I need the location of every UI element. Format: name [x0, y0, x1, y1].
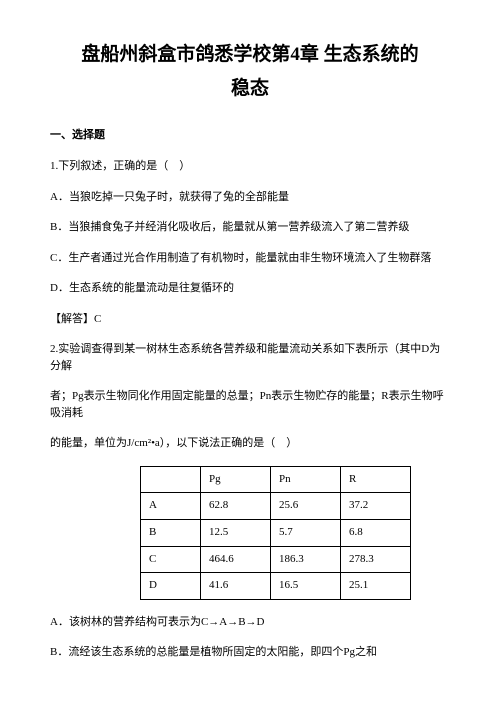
table-cell: 16.5 [271, 573, 341, 600]
q1-option-d: D．生态系统的能量流动是往复循环的 [50, 280, 450, 297]
q1-option-a: A．当狼吃掉一只兔子时，就获得了兔的全部能量 [50, 189, 450, 206]
q2-stem-line3: 的能量，单位为J/cm²•a），以下说法正确的是（ ） [50, 435, 450, 452]
table-cell: 464.6 [201, 546, 271, 573]
table-cell: C [141, 546, 201, 573]
q2-option-b: B．流经该生态系统的总能量是植物所固定的太阳能，即四个Pg之和 [50, 644, 450, 661]
table-cell: 25.1 [341, 573, 411, 600]
q2-option-a: A．该树林的营养结构可表示为C→A→B→D [50, 614, 450, 631]
q2-stem-line1: 2.实验调查得到某一树林生态系统各营养级和能量流动关系如下表所示（其中D为分解 [50, 341, 450, 374]
table-cell: 41.6 [201, 573, 271, 600]
page-title-line1: 盘船州斜盒市鸽悉学校第4章 生态系统的 [50, 40, 450, 70]
table-header-cell [141, 466, 201, 493]
table-cell: 278.3 [341, 546, 411, 573]
table-row: C 464.6 186.3 278.3 [141, 546, 411, 573]
table-cell: D [141, 573, 201, 600]
q2-stem-line2: 者；Pg表示生物同化作用固定能量的总量；Pn表示生物贮存的能量；R表示生物呼吸消… [50, 388, 450, 421]
table-cell: 12.5 [201, 520, 271, 547]
table-cell: B [141, 520, 201, 547]
table-cell: 6.8 [341, 520, 411, 547]
table-cell: 25.6 [271, 493, 341, 520]
table-row: B 12.5 5.7 6.8 [141, 520, 411, 547]
table-cell: 62.8 [201, 493, 271, 520]
q1-answer: 【解答】C [50, 311, 450, 328]
table-cell: 5.7 [271, 520, 341, 547]
section-header-1: 一、选择题 [50, 127, 450, 145]
q1-stem: 1.下列叙述，正确的是（ ） [50, 158, 450, 175]
page-title-line2: 稳态 [50, 74, 450, 104]
table-cell: 37.2 [341, 493, 411, 520]
table-row: D 41.6 16.5 25.1 [141, 573, 411, 600]
table-cell: A [141, 493, 201, 520]
data-table: Pg Pn R A 62.8 25.6 37.2 B 12.5 5.7 6.8 … [140, 466, 411, 600]
q1-option-b: B．当狼捕食兔子并经消化吸收后，能量就从第一营养级流入了第二营养级 [50, 219, 450, 236]
table-header-cell: Pg [201, 466, 271, 493]
q1-option-c: C．生产者通过光合作用制造了有机物时，能量就由非生物环境流入了生物群落 [50, 250, 450, 267]
table-header-cell: R [341, 466, 411, 493]
table-cell: 186.3 [271, 546, 341, 573]
table-row: A 62.8 25.6 37.2 [141, 493, 411, 520]
table-header-cell: Pn [271, 466, 341, 493]
table-header-row: Pg Pn R [141, 466, 411, 493]
